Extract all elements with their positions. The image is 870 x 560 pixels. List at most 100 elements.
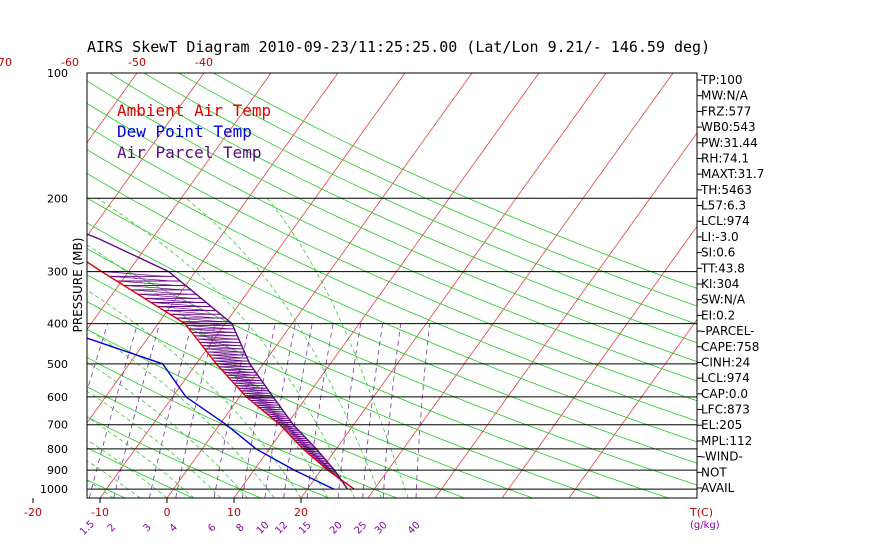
index-label: LCL:974 xyxy=(701,214,750,228)
cape-hatch-line xyxy=(204,348,241,353)
moist-adiabat-line xyxy=(87,361,248,498)
pressure-tick-label: 400 xyxy=(47,318,68,331)
cape-hatch-line xyxy=(137,293,194,299)
pressure-tick-label: 200 xyxy=(47,192,68,205)
axes: -50-40-30-20-1001020-120-110-100-90-80-7… xyxy=(0,56,720,538)
legend-entry: Air Parcel Temp xyxy=(117,143,262,162)
index-label: SI:0.6 xyxy=(701,246,735,260)
isotherm-line xyxy=(87,73,272,331)
moist-adiabat-line xyxy=(87,328,275,498)
cape-hatch-line xyxy=(151,302,204,307)
index-label: -WIND- xyxy=(701,450,743,464)
cape-hatch-line xyxy=(191,332,234,337)
index-label: LI:-3.0 xyxy=(701,230,739,244)
moist-adiabat-line xyxy=(97,197,355,498)
mixing-ratio-line xyxy=(241,323,276,498)
mixing-ratio-label: 30 xyxy=(373,520,390,537)
cape-hatch-line xyxy=(170,313,218,319)
mixing-ratio-label: 1.5 xyxy=(78,519,97,538)
cape-hatch xyxy=(101,271,342,482)
cape-hatch-line xyxy=(199,342,238,347)
cape-hatch-line xyxy=(101,271,166,277)
moist-adiabat-line xyxy=(87,439,168,498)
index-label: EI:0.2 xyxy=(701,308,735,322)
cape-hatch-line xyxy=(116,280,177,286)
parcel-temp-line xyxy=(87,233,349,490)
isotherm-line xyxy=(87,73,205,237)
index-label: TP:100 xyxy=(700,73,743,87)
mixing-ratio-label: 2 xyxy=(106,522,118,534)
mixing-ratio-line xyxy=(306,323,334,498)
mixing-ratio-label: 8 xyxy=(234,522,246,534)
isotherm-line xyxy=(434,132,697,498)
dry-adiabat-line xyxy=(0,73,57,498)
cape-hatch-line xyxy=(197,338,237,343)
index-label: PW:31.44 xyxy=(701,136,758,150)
moist-adiabat-line xyxy=(87,390,221,498)
cape-hatch-line xyxy=(176,317,223,323)
bottom-temp-tick-label: 20 xyxy=(294,506,308,519)
mixing-ratio-line xyxy=(213,323,251,498)
legend: Ambient Air Temp Dew Point Temp Air Parcel… xyxy=(117,101,271,162)
top-temp-tick-label: -70 xyxy=(0,56,12,69)
index-label: RH:74.1 xyxy=(701,151,749,165)
dry-adiabat-line xyxy=(87,301,533,498)
cape-hatch-line xyxy=(144,298,199,303)
pressure-tick-label: 800 xyxy=(47,443,68,456)
isotherm-line xyxy=(233,73,540,498)
bottom-temp-tick-label: 0 xyxy=(164,506,171,519)
cape-hatch-line xyxy=(186,325,231,330)
pressure-tick-label: 1000 xyxy=(40,483,68,496)
mixing-ratio-line xyxy=(149,323,193,498)
mixing-ratio-label: 25 xyxy=(353,520,370,537)
cape-hatch-line xyxy=(189,328,232,333)
pressure-tick-label: 300 xyxy=(47,266,68,279)
index-label: CAP:0.0 xyxy=(701,387,748,401)
mixing-ratio-line xyxy=(264,323,296,498)
cape-hatch-line xyxy=(209,354,244,359)
mixing-ratio-label: 15 xyxy=(297,520,314,537)
bottom-temp-tick-label: -10 xyxy=(91,506,109,519)
index-label: CINH:24 xyxy=(701,355,750,369)
bottom-temp-tick-label: 10 xyxy=(227,506,241,519)
ambient-temp-line xyxy=(87,261,355,490)
cape-hatch-line xyxy=(163,310,214,315)
index-label: SW:N/A xyxy=(701,293,746,307)
index-label: TT:43.8 xyxy=(700,261,745,275)
cape-hatch-line xyxy=(202,345,240,350)
moist-adiabat-line xyxy=(266,198,409,498)
dry-adiabat-line xyxy=(143,73,697,325)
index-label: TH:5463 xyxy=(700,183,752,197)
pressure-tick-label: 900 xyxy=(47,464,68,477)
mixing-ratio-label: 12 xyxy=(274,520,291,537)
mixing-ratio-label: 6 xyxy=(206,522,218,534)
plot-frame xyxy=(86,72,698,499)
dry-adiabat-line xyxy=(87,416,261,498)
pressure-tick-label: 600 xyxy=(47,391,68,404)
index-label: KI:304 xyxy=(701,277,739,291)
mixing-ratio-label: 10 xyxy=(255,520,272,537)
cape-hatch-line xyxy=(131,289,188,295)
cape-hatch-line xyxy=(109,275,172,282)
isotherm-line xyxy=(300,73,607,498)
mixing-ratio-line xyxy=(175,323,216,498)
mixing-ratio-line xyxy=(415,323,431,498)
mixing-ratio-line xyxy=(382,323,402,498)
index-label: -PARCEL- xyxy=(701,324,755,338)
dry-adiabat-line xyxy=(87,149,697,422)
top-temp-tick-label: -40 xyxy=(195,56,213,69)
index-label: NOT xyxy=(701,465,727,479)
chart-title: AIRS SkewT Diagram 2010-09-23/11:25:25.0… xyxy=(87,38,710,56)
dry-adiabat-line xyxy=(87,447,193,498)
cape-hatch-line xyxy=(194,335,235,340)
dry-adiabat-line xyxy=(87,197,697,464)
mixing-ratio-label: 40 xyxy=(406,520,423,537)
cape-hatch-line xyxy=(123,285,183,291)
dry-adiabat-line xyxy=(178,73,697,307)
index-label: WB0:543 xyxy=(701,120,756,134)
legend-entry: Dew Point Temp xyxy=(117,122,252,141)
index-label: MPL:112 xyxy=(701,434,752,448)
mixing-unit-label: (g/kg) xyxy=(690,520,720,531)
